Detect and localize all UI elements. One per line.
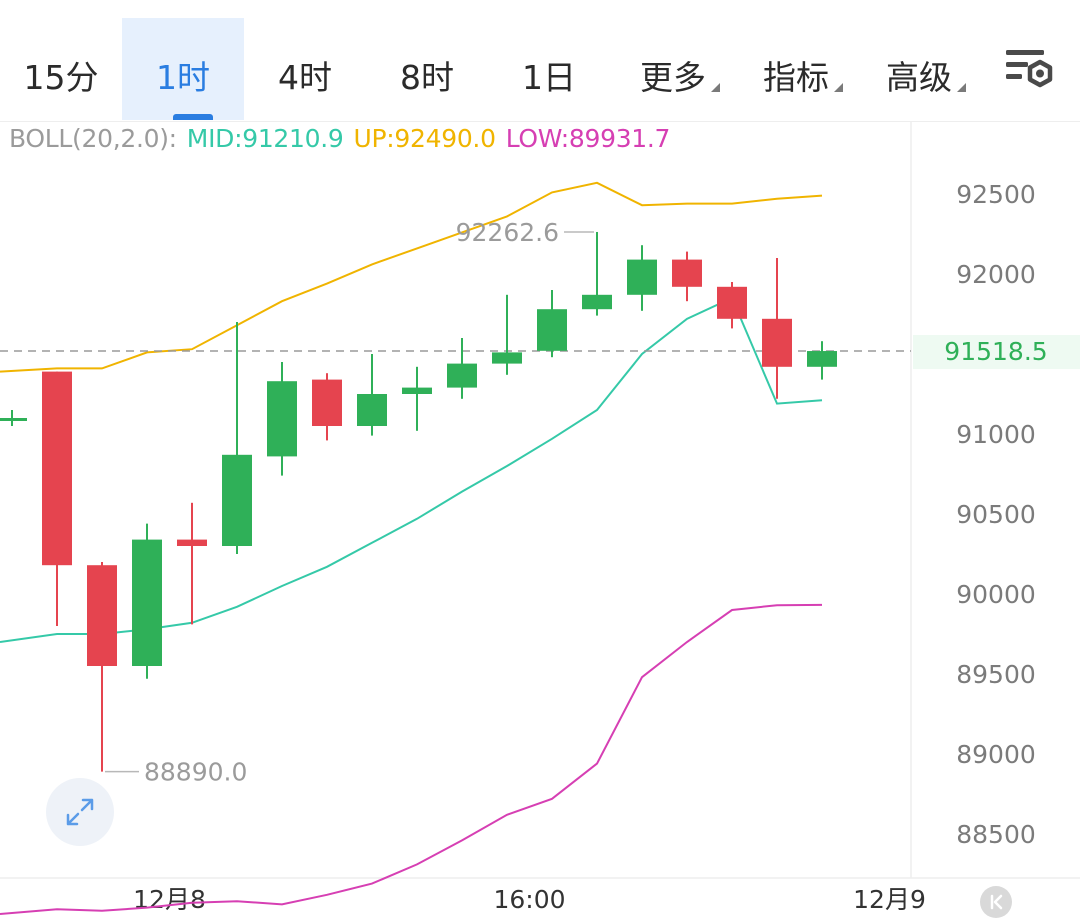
x-tick-label: 12月8 bbox=[133, 885, 206, 914]
legend-up-value: UP:92490.0 bbox=[353, 124, 496, 153]
candle-body bbox=[87, 565, 117, 666]
candle-body bbox=[0, 418, 27, 421]
candle-body bbox=[177, 539, 207, 546]
boll-upper-line bbox=[0, 181, 823, 373]
y-tick-label: 91000 bbox=[956, 420, 1036, 449]
tab-more[interactable]: 更多 bbox=[612, 18, 734, 120]
current-price-tag bbox=[913, 335, 1080, 370]
y-tick-label: 89000 bbox=[956, 740, 1036, 769]
candle-body bbox=[42, 371, 72, 566]
y-tick-label: 88500 bbox=[956, 820, 1036, 849]
expand-icon bbox=[66, 798, 94, 826]
y-tick-label: 90500 bbox=[956, 500, 1036, 529]
legend-low-value: LOW:89931.7 bbox=[505, 124, 671, 153]
dropdown-triangle-icon bbox=[957, 83, 966, 92]
chart-settings-icon[interactable] bbox=[1002, 48, 1058, 92]
y-tick-label: 90000 bbox=[956, 580, 1036, 609]
candle-body bbox=[402, 387, 432, 394]
boll-legend: BOLL(20,2.0): MID:91210.9 UP:92490.0 LOW:89… bbox=[9, 124, 680, 153]
tab-label: 4时 bbox=[278, 58, 332, 97]
tab-label: 8时 bbox=[400, 58, 454, 97]
legend-mid-value: MID:91210.9 bbox=[186, 124, 344, 153]
tab-8hour[interactable]: 8时 bbox=[366, 18, 488, 120]
y-tick-label: 92500 bbox=[956, 180, 1036, 209]
candle-body bbox=[267, 381, 297, 457]
tab-label: 高级 bbox=[886, 58, 952, 97]
tab-label: 更多 bbox=[640, 58, 706, 97]
high-price-label: 92262.6 bbox=[456, 218, 559, 247]
fullscreen-button[interactable] bbox=[46, 778, 114, 846]
x-tick-label: 16:00 bbox=[493, 885, 565, 914]
candlestick-chart[interactable]: 92500 92000 91000 90500 90000 89500 89000 88500… bbox=[0, 122, 1080, 918]
timeframe-tabbar: 15分 1时 4时 8时 1日 更多 指标 高级 bbox=[0, 0, 1080, 122]
candle-body bbox=[492, 352, 522, 364]
candle-body bbox=[312, 379, 342, 426]
candle-body bbox=[762, 318, 792, 367]
candle-body bbox=[222, 454, 252, 546]
candle-body bbox=[672, 259, 702, 287]
candle-body bbox=[447, 363, 477, 388]
candle-body bbox=[627, 259, 657, 295]
tab-label: 指标 bbox=[763, 58, 829, 97]
x-tick-label: 12月9 bbox=[853, 885, 926, 914]
tab-advanced[interactable]: 高级 bbox=[858, 18, 980, 120]
candle-body bbox=[357, 394, 387, 426]
scroll-to-latest-button[interactable] bbox=[980, 886, 1012, 918]
boll-mid-line bbox=[0, 296, 823, 643]
tab-1hour[interactable]: 1时 bbox=[122, 18, 244, 120]
dropdown-triangle-icon bbox=[711, 83, 720, 92]
y-tick-label: 92000 bbox=[956, 260, 1036, 289]
tab-1day[interactable]: 1日 bbox=[488, 18, 610, 120]
tab-15min[interactable]: 15分 bbox=[0, 18, 122, 120]
boll-lower-line bbox=[0, 603, 823, 915]
y-tick-label: 89500 bbox=[956, 660, 1036, 689]
tab-label: 15分 bbox=[23, 58, 99, 97]
candle-body bbox=[537, 309, 567, 351]
tab-label: 1时 bbox=[156, 58, 210, 97]
tab-4hour[interactable]: 4时 bbox=[244, 18, 366, 120]
current-price-label: 91518.5 bbox=[944, 337, 1047, 366]
tab-indicators[interactable]: 指标 bbox=[735, 18, 857, 120]
active-tab-indicator bbox=[173, 114, 213, 120]
legend-indicator-name: BOLL(20,2.0): bbox=[9, 124, 177, 153]
candle-body bbox=[807, 351, 837, 367]
candle-body bbox=[582, 294, 612, 310]
candle-body bbox=[717, 286, 747, 319]
tab-label: 1日 bbox=[522, 58, 576, 97]
candle-body bbox=[132, 539, 162, 666]
dropdown-triangle-icon bbox=[834, 83, 843, 92]
jump-to-end-icon bbox=[990, 894, 1003, 910]
low-price-label: 88890.0 bbox=[144, 758, 247, 787]
